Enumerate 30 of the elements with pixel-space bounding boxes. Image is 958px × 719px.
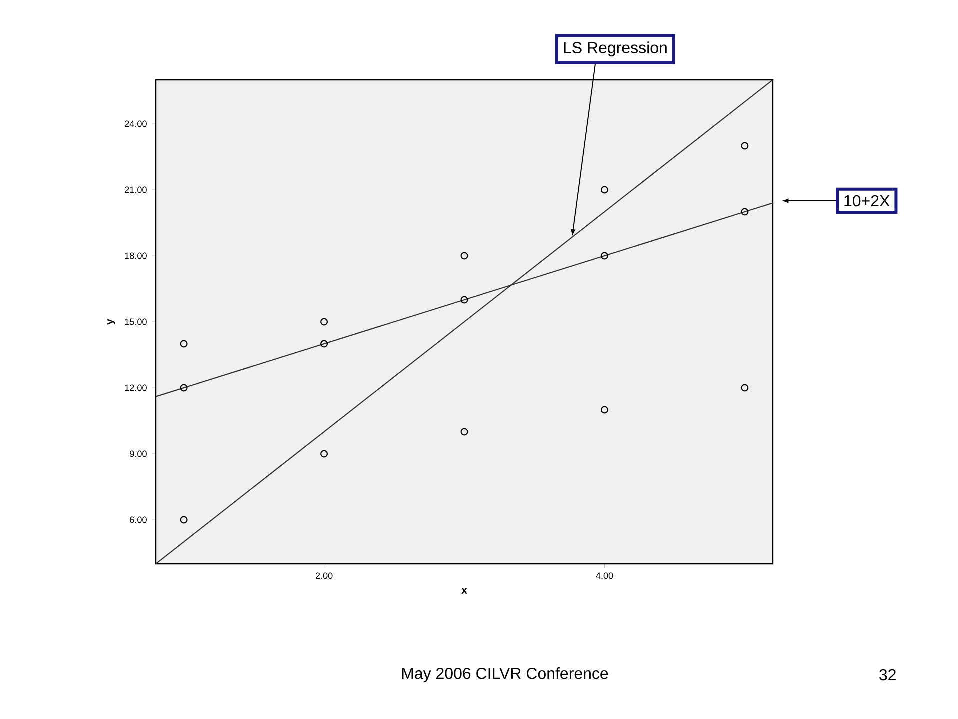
x-tick-label: 4.00	[596, 572, 614, 580]
point	[180, 516, 188, 524]
point	[320, 450, 328, 458]
point	[460, 428, 468, 436]
y-tick-label: 6.00	[130, 516, 147, 524]
point	[600, 406, 608, 414]
point	[741, 208, 749, 216]
point	[180, 384, 188, 392]
point	[460, 252, 468, 260]
y-tick-label: 15.00	[125, 318, 147, 326]
point	[600, 252, 608, 260]
y-tick-label: 9.00	[130, 450, 147, 458]
y-axis-title: y	[108, 319, 116, 325]
point	[320, 318, 328, 326]
point	[320, 340, 328, 348]
text: 10+2X	[844, 195, 890, 207]
point	[180, 340, 188, 348]
y-tick-label: 12.00	[125, 384, 147, 392]
y-tick-label: 24.00	[125, 120, 147, 128]
text: May 2006 CILVR Conference	[402, 668, 608, 682]
y-tick-label: 18.00	[125, 252, 147, 260]
point	[460, 296, 468, 304]
x-axis-title: x	[462, 588, 468, 594]
text: 32	[880, 669, 896, 681]
y-tick-label: 21.00	[125, 186, 147, 194]
annotation: LS Regression	[564, 42, 667, 57]
point	[741, 142, 749, 150]
x-tick-label: 2.00	[316, 572, 333, 580]
point	[741, 384, 749, 392]
point	[600, 186, 608, 194]
